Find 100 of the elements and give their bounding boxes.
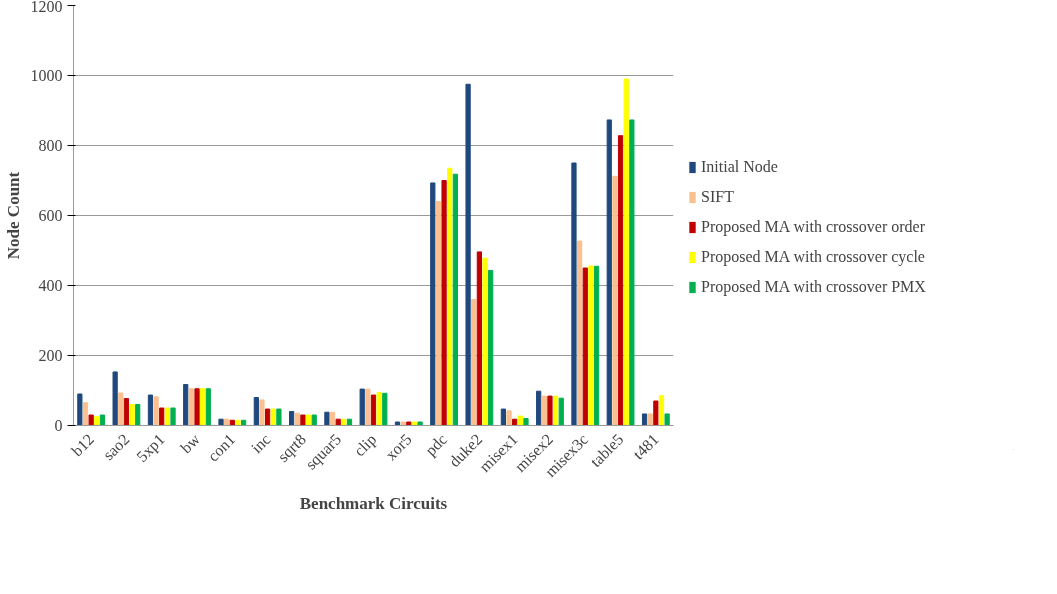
bar [147,394,154,426]
y-axis-title: Node Count [3,171,23,260]
bar [612,175,618,426]
bar [441,180,447,426]
bar [471,299,477,426]
bar [153,396,159,426]
bar [324,411,330,426]
legend-label: Proposed MA with crossover order [701,218,925,236]
bar [582,267,588,426]
bar [452,173,458,426]
bar [123,398,130,426]
bar [647,413,653,426]
bar [194,388,200,426]
y-tick-label: 1200 [30,0,63,15]
bar [547,395,553,426]
bar [112,371,118,426]
x-tick-label: pdc [421,430,451,460]
bar [523,418,529,426]
legend-label: Proposed MA with crossover cycle [701,248,925,266]
bar [571,162,577,426]
bar [517,415,523,426]
bar [482,257,488,426]
bar [382,392,388,426]
bar [188,388,194,426]
bar [305,414,312,426]
bar [400,421,406,426]
bar [164,407,170,426]
bar [376,392,382,426]
bar [653,400,659,426]
bar [335,418,341,426]
bar [329,411,336,426]
legend-label: Initial Node [701,158,778,176]
bar [159,407,165,426]
bar [541,395,547,426]
bar [435,201,442,426]
bar [558,397,564,426]
bar [235,419,241,426]
legend-label: Proposed MA with crossover PMX [701,278,926,296]
bar [99,414,106,426]
bar [265,408,271,426]
bar [94,416,100,426]
x-tick-label: con1 [204,430,239,465]
bar [359,388,365,426]
x-tick-label: t481 [629,430,662,463]
bar [411,421,418,426]
bar [365,388,371,426]
y-tick-label: 200 [38,347,63,364]
bar [183,384,189,426]
bar [476,251,482,426]
x-tick-label: b12 [68,430,98,460]
bar [588,265,594,426]
x-tick-label: 5xp1 [133,430,169,466]
bar [200,388,206,426]
bar [641,413,648,426]
bar [300,414,306,426]
bar [170,407,176,426]
bar [536,390,542,426]
bar [577,240,583,426]
bar [629,119,635,426]
bar [253,397,259,426]
bar [218,418,224,426]
bar [270,408,276,426]
x-tick-label: bw [177,430,204,457]
bar [77,393,83,426]
bar [664,413,670,426]
bar [593,265,600,426]
bar [430,182,436,426]
bar [394,421,401,426]
bar [88,414,94,426]
bar [82,402,89,426]
bar [289,411,295,426]
bar [447,167,453,426]
bar [623,78,629,426]
bar [341,418,347,426]
legend-label: SIFT [701,188,734,206]
bar [617,135,624,426]
bar [276,408,282,426]
x-tick-label: inc [247,430,274,457]
y-tick-label: 0 [54,417,63,434]
bar [506,410,512,426]
bar [205,388,211,426]
x-tick-label: xor5 [382,430,415,464]
bar [500,408,506,426]
bar [606,119,612,426]
bar [135,404,141,426]
y-tick-label: 400 [38,277,63,294]
x-tick-label: sao2 [99,430,133,464]
bar [294,412,300,426]
bar [259,399,265,426]
bar [465,83,471,426]
bar [553,395,559,426]
bar [658,395,665,426]
x-tick-label: clip [350,430,381,461]
y-tick-label: 800 [38,137,63,154]
bar [488,269,494,426]
bar [129,404,135,426]
x-axis-title: Benchmark Circuits [299,494,448,514]
bar [406,421,412,426]
bar [118,392,124,426]
bar [417,421,423,426]
